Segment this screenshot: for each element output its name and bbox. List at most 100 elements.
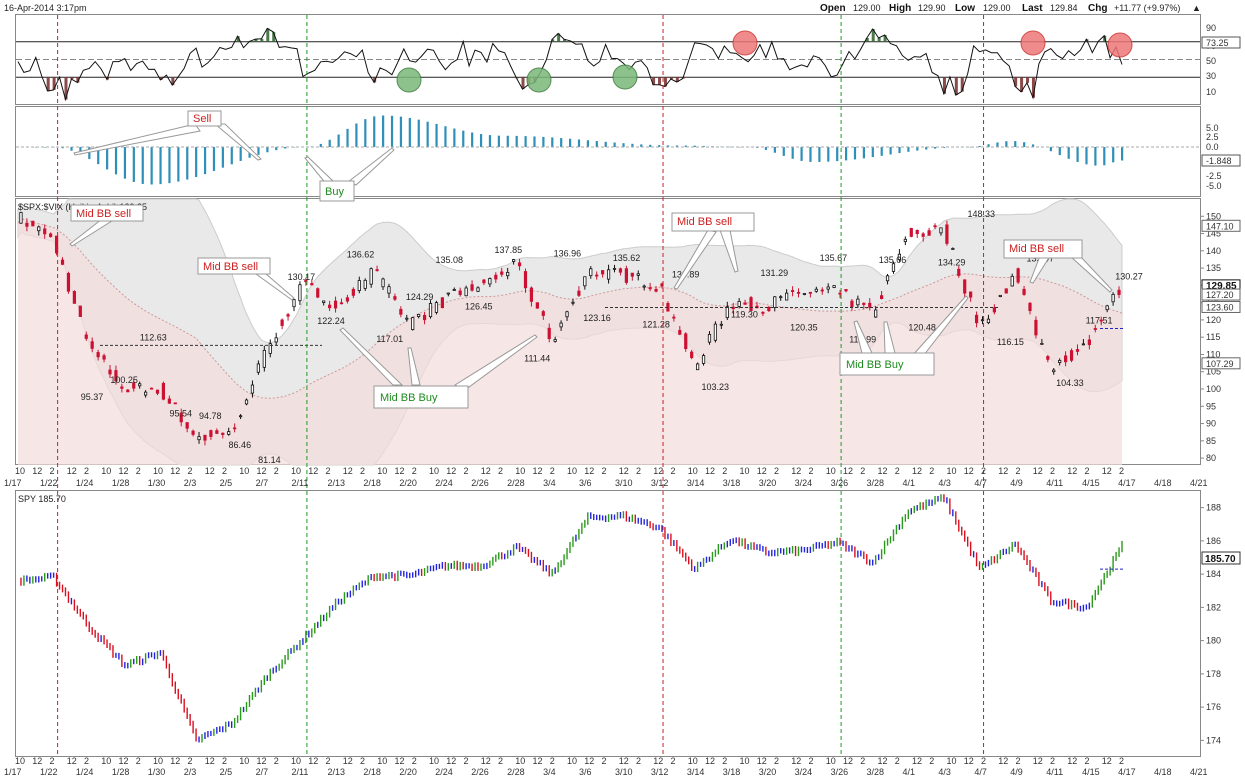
price-candle [910,228,912,236]
price-candle [619,269,621,272]
rsi-tick-50: 50 [1206,56,1216,66]
x-axis-hour-label: 2 [929,756,934,766]
macd-tick-neg-5: -5.0 [1206,181,1222,191]
macd-bar [649,145,651,147]
x-axis-hour-label: 2 [671,756,676,766]
price-candle [613,268,615,269]
macd-bar [774,147,776,153]
macd-bar [863,147,865,158]
x-axis-hour-label: 2 [136,466,141,476]
price-candle [702,356,704,364]
price-candle [946,225,948,244]
x-axis-hour-label: 10 [567,756,577,766]
macd-bar [596,141,598,147]
x-axis-hour-label: 12 [32,466,42,476]
price-candle [388,287,390,293]
price-candle [495,275,497,279]
x-axis-date-label: 4/17 [1118,478,1136,488]
price-point-label: 130.17 [288,272,316,282]
price-point-label: 116.15 [997,337,1024,347]
macd-bar [890,147,892,154]
price-candle [969,292,971,297]
price-candle [643,286,645,287]
price-candle [109,370,111,374]
x-axis-hour-label: 12 [308,756,318,766]
x-axis-hour-label: 2 [188,466,193,476]
macd-bar [168,147,170,183]
price-candle [127,390,129,392]
x-axis-date-label: 2/3 [184,478,197,488]
price-candle [874,310,876,317]
macd-bar [266,147,268,152]
macd-bar [587,140,589,147]
macd-bar [872,147,874,157]
price-candle [73,291,75,303]
x-axis-hour-label: 12 [205,466,215,476]
price-candle [797,292,799,293]
x-axis-date-label: 2/13 [327,478,345,488]
x-axis-hour-label: 10 [101,756,111,766]
x-axis-date-label: 2/24 [435,478,453,488]
price-tick: 115 [1206,332,1220,342]
price-candle [1106,306,1108,310]
price-candle [1035,320,1037,335]
x-axis-hour-label: 12 [170,756,180,766]
price-candle [204,435,206,440]
x-axis-hour-label: 12 [619,466,629,476]
price-candle [833,286,835,288]
price-candle [596,275,598,276]
x-axis-hour-label: 12 [619,756,629,766]
x-axis-hour-label: 2 [929,466,934,476]
x-axis-hour-label: 12 [1102,756,1112,766]
price-candle [1088,340,1090,345]
price-candle [1005,289,1007,293]
price-candle [518,263,520,266]
macd-bar [435,124,437,147]
price-candle [1094,329,1096,330]
macd-bar [177,147,179,182]
x-axis-date-label: 4/15 [1082,767,1100,776]
price-candle [536,303,538,309]
x-axis-date-label: 4/21 [1190,767,1208,776]
chg-label: Chg [1088,3,1107,14]
open-value: 129.00 [853,3,881,13]
x-axis-date-label: 4/7 [974,767,987,776]
price-candle [869,303,871,307]
price-candle [506,272,508,275]
x-axis-hour-label: 10 [291,756,301,766]
price-candle [210,431,212,437]
macd-bar [489,135,491,147]
macd-bar [159,147,161,184]
x-axis-hour-label: 2 [1119,466,1124,476]
price-point-label: 95.37 [81,392,104,402]
x-axis-hour-label: 2 [50,756,55,766]
price-candle [150,388,152,389]
price-candle [239,416,241,417]
price-candle [162,383,164,399]
price-candle [477,288,479,292]
price-candle [607,270,609,279]
price-candle [192,431,194,434]
price-candle [601,270,603,273]
x-axis-hour-label: 2 [895,466,900,476]
price-candle [1082,344,1084,345]
price-candle [465,288,467,296]
macd-bar [1085,147,1087,164]
macd-bar [257,147,259,155]
price-point-label: 135.62 [613,253,641,263]
x-axis-hour-label: 12 [998,756,1008,766]
x-axis-hour-label: 12 [1033,756,1043,766]
x-axis-hour-label: 12 [653,756,663,766]
x-axis-date-label: 2/26 [471,767,489,776]
x-axis-hour-label: 10 [567,466,577,476]
x-axis-hour-label: 12 [791,756,801,766]
macd-bar [783,147,785,156]
macd-bar [996,142,998,147]
price-tick: 100 [1206,384,1221,394]
price-candle [720,324,722,325]
price-point-label: 103.23 [701,382,729,392]
x-axis-hour-label: 2 [1085,756,1090,766]
x-axis-date-label: 4/17 [1118,767,1136,776]
price-candle [714,324,716,340]
price-right-label: 107.29 [1206,359,1234,369]
